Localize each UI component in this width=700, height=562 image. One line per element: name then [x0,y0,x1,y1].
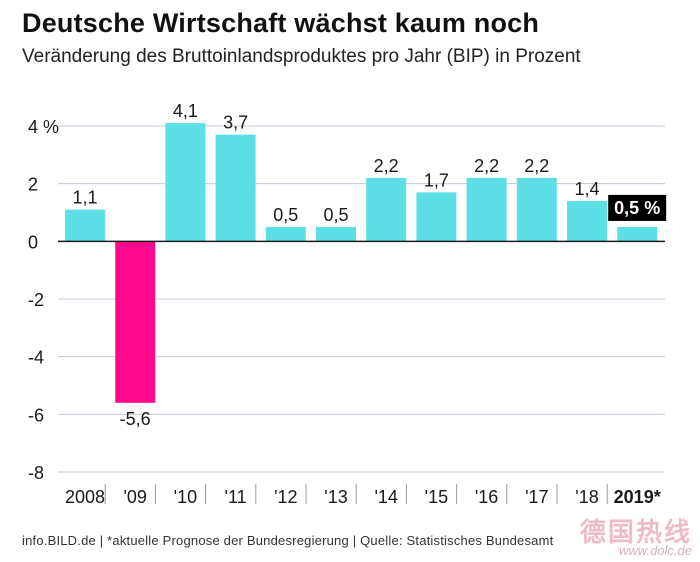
bar-value-label-8: 2,2 [474,156,499,176]
x-tick-label-7: '15 [425,487,448,507]
x-tick-label-2: '10 [174,487,197,507]
x-tick-label-11: 2019* [614,487,661,507]
x-tick-label-6: '14 [374,487,397,507]
bar-value-label-11: 0,5 % [614,198,660,218]
watermark-url: www.dolc.de [619,543,692,558]
chart-subtitle: Veränderung des Bruttoinlandsproduktes p… [22,46,581,67]
watermark-logo: 德国热线 [579,518,692,548]
x-tick-label-9: '17 [525,487,548,507]
x-tick-label-3: '11 [225,487,247,507]
y-tick-label-1: 2 [28,175,38,195]
bar-5 [316,226,356,242]
y-tick-label-3: -2 [28,290,44,310]
bar-value-label-4: 0,5 [273,205,298,225]
bar-value-label-7: 1,7 [424,170,449,190]
bar-11 [617,226,658,242]
bar-10 [567,200,607,242]
bar-2 [165,123,206,242]
bar-4 [265,226,306,242]
bar-value-label-3: 3,7 [223,113,248,133]
bar-1 [115,241,156,403]
chart-title: Deutsche Wirtschaft wächst kaum noch [22,8,540,38]
y-tick-label-5: -6 [28,405,44,425]
bar-value-label-0: 1,1 [72,188,97,208]
y-tick-label-0: 4 % [28,117,59,137]
x-tick-label-0: 2008 [65,487,105,507]
x-tick-label-8: '16 [475,487,498,507]
bar-9 [516,177,557,242]
bar-value-label-9: 2,2 [524,156,549,176]
x-tick-label-1: '09 [123,487,146,507]
bar-value-label-5: 0,5 [323,205,348,225]
x-tick-label-10: '18 [575,487,598,507]
x-tick-label-5: '13 [324,487,347,507]
bar-6 [366,177,407,242]
bar-chart: 4 % 2 0 -2 -4 -6 -8 1,1 -5,6 4,1 3,7 0,5 0,5 2,2 1,7 2,… [28,101,667,507]
highlight-label-box [608,194,667,221]
source-footer: info.BILD.de | *aktuelle Prognose der Bu… [22,533,554,548]
bar-value-label-10: 1,4 [574,179,599,199]
bar-value-label-6: 2,2 [374,156,399,176]
bar-3 [215,134,256,242]
bar-7 [416,192,457,242]
bar-8 [466,177,507,242]
bar-value-label-2: 4,1 [173,101,198,121]
bar-0 [65,209,105,242]
y-tick-label-4: -4 [28,348,44,368]
y-tick-label-6: -8 [28,463,44,483]
x-tick-label-4: '12 [274,487,297,507]
bar-value-label-1: -5,6 [120,409,151,429]
y-tick-label-2: 0 [28,232,38,252]
